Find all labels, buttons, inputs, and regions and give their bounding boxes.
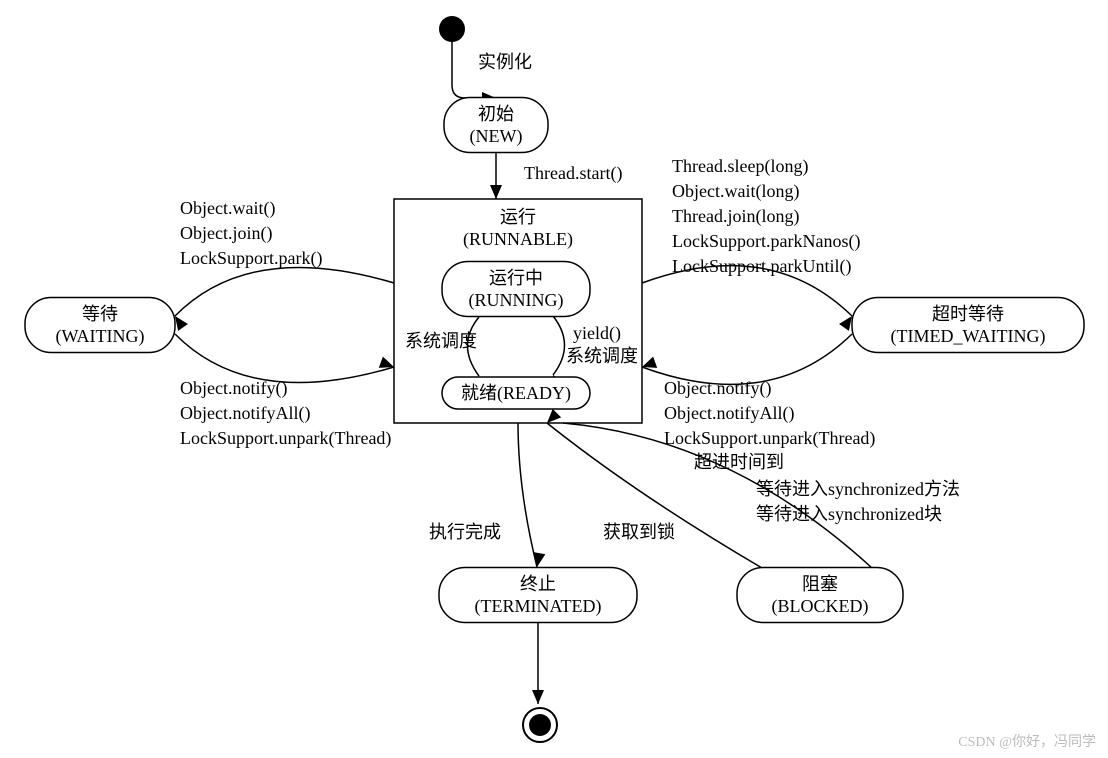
node-running-line0: 运行中	[489, 268, 543, 288]
edge-wait_to_runnable-label0: Object.notify()	[180, 378, 287, 399]
node-blocked-line0: 阻塞	[802, 574, 838, 594]
node-terminated-line0: 终止	[520, 574, 556, 594]
edge-runnable_to_block-label1: 等待进入synchronized块	[756, 504, 942, 524]
edge-init_to_new-label0: 实例化	[478, 52, 532, 72]
node-timed-line1: (TIMED_WAITING)	[891, 326, 1046, 347]
edge-timed_to_runnable-label1: Object.notifyAll()	[664, 403, 794, 424]
edge-wait_to_runnable-label1: Object.notifyAll()	[180, 403, 310, 424]
edge-block_to_runnable-label0: 获取到锁	[603, 522, 675, 542]
edge-runnable_to_wait-label1: Object.join()	[180, 223, 272, 244]
thread-state-diagram: 运行(RUNNABLE)实例化Thread.start()yield()系统调度…	[0, 0, 1108, 758]
node-waiting: 等待(WAITING)	[25, 298, 175, 353]
edge-runnable_to_term-label0: 执行完成	[429, 522, 501, 542]
edge-timed_to_runnable-label3: 超进时间到	[694, 452, 784, 472]
initial-node	[439, 16, 465, 42]
node-running: 运行中(RUNNING)	[442, 262, 590, 317]
edge-ready_to_run-label0: 系统调度	[405, 331, 477, 351]
node-waiting-line0: 等待	[82, 304, 118, 324]
edge-new_to_runnable-label0: Thread.start()	[524, 163, 622, 184]
edge-runnable_to_timed-label4: LockSupport.parkUntil()	[672, 256, 851, 277]
edge-runnable_to_timed-label1: Object.wait(long)	[672, 181, 799, 202]
edge-run_to_ready-label0: yield()	[573, 323, 621, 344]
node-terminated-line1: (TERMINATED)	[475, 596, 602, 617]
node-running-line1: (RUNNING)	[469, 290, 564, 311]
edge-timed_to_runnable-label2: LockSupport.unpark(Thread)	[664, 428, 875, 449]
edge-run_to_ready-label1: 系统调度	[566, 346, 638, 366]
edge-runnable_to_wait-label2: LockSupport.park()	[180, 248, 322, 269]
edge-runnable_to_wait-label0: Object.wait()	[180, 198, 275, 219]
edge-wait_to_runnable-label2: LockSupport.unpark(Thread)	[180, 428, 391, 449]
edge-runnable_to_block-label0: 等待进入synchronized方法	[756, 479, 960, 499]
node-waiting-line1: (WAITING)	[56, 326, 145, 347]
edge-timed_to_runnable-label0: Object.notify()	[664, 378, 771, 399]
node-new-line1: (NEW)	[470, 126, 523, 147]
node-new: 初始(NEW)	[444, 98, 548, 153]
edge-runnable_to_timed-label2: Thread.join(long)	[672, 206, 799, 227]
node-timed-line0: 超时等待	[932, 304, 1004, 324]
watermark: CSDN @你好，冯同学	[958, 734, 1096, 750]
final-node	[523, 708, 557, 742]
node-ready: 就绪(READY)	[442, 377, 590, 409]
node-ready-line0: 就绪(READY)	[461, 383, 571, 404]
node-blocked-line1: (BLOCKED)	[772, 596, 869, 617]
node-runnable-line1: (RUNNABLE)	[463, 229, 573, 250]
edge-runnable_to_timed-label3: LockSupport.parkNanos()	[672, 231, 860, 252]
node-blocked: 阻塞(BLOCKED)	[737, 568, 903, 623]
node-runnable-line0: 运行	[500, 207, 536, 227]
node-new-line0: 初始	[478, 104, 514, 124]
node-terminated: 终止(TERMINATED)	[439, 568, 637, 623]
node-timed: 超时等待(TIMED_WAITING)	[852, 298, 1084, 353]
edge-runnable_to_timed-label0: Thread.sleep(long)	[672, 156, 808, 177]
